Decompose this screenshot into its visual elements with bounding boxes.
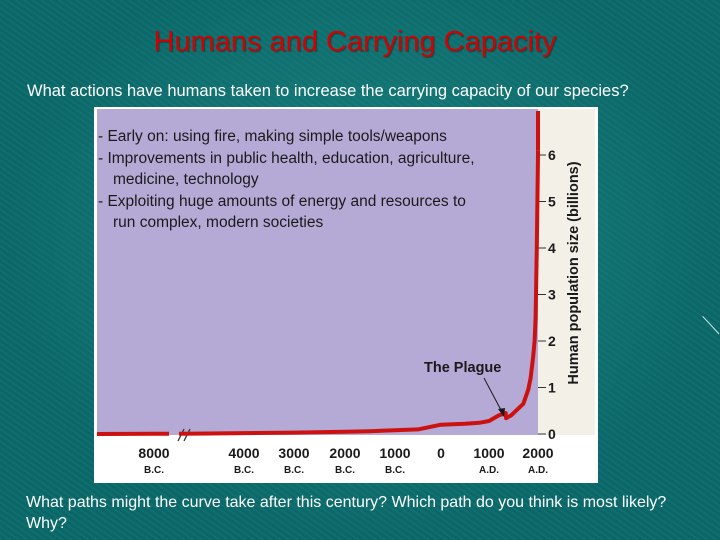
bullet-item-1: - Early on: using fire, making simple to… [98, 126, 538, 148]
x-tick-era: B.C. [335, 465, 355, 476]
bullet-continuation: medicine, technology [113, 171, 259, 188]
chart-svg: 0 1 2 3 4 5 6 8000 B.C. 4000 B.C. 3000 B.C. 2000 B.C.… [94, 107, 598, 483]
slide-title: Humans and Carrying Capacity [153, 26, 557, 58]
x-tick-label: 4000 [228, 445, 259, 461]
y-tick-label: 1 [548, 380, 556, 396]
x-tick-era: B.C. [234, 465, 254, 476]
y-axis-label: Human population size (billions) [566, 161, 582, 384]
y-axis: 0 1 2 3 4 5 6 [538, 147, 556, 442]
question-text: What actions have humans taken to increa… [27, 82, 629, 100]
annotation-label: The Plague [424, 360, 501, 376]
y-tick-label: 4 [548, 240, 556, 256]
population-chart: 0 1 2 3 4 5 6 8000 B.C. 4000 B.C. 3000 B.C. 2000 B.C.… [94, 107, 598, 483]
y-tick-label: 3 [548, 287, 556, 303]
annotation-arrowhead [498, 408, 505, 417]
series-line [178, 150, 540, 436]
decorative-line [702, 316, 720, 335]
x-tick-era: B.C. [144, 465, 164, 476]
x-tick-era: A.D. [528, 465, 548, 476]
y-tick-label: 0 [548, 426, 556, 442]
annotation-arrow [483, 377, 503, 413]
bullet-continuation: run complex, modern societies [113, 214, 324, 231]
x-tick-era: B.C. [385, 465, 405, 476]
x-axis: 8000 B.C. 4000 B.C. 3000 B.C. 2000 B.C. 1000 B.C.… [138, 428, 554, 476]
y-tick-label: 5 [548, 194, 556, 210]
x-tick-label: 1000 [473, 445, 504, 461]
bullet-line: - Early on: using fire, making simple to… [98, 128, 447, 145]
population-series [96, 111, 540, 436]
x-tick-era: A.D. [479, 465, 499, 476]
plague-annotation: The Plague [424, 360, 505, 417]
x-tick-label: 0 [437, 445, 445, 461]
x-tick-label: 2000 [522, 445, 553, 461]
axis-panel [538, 109, 595, 435]
bottom-question-text: What paths might the curve take after th… [26, 494, 667, 532]
bullet-line: - Improvements in public health, educati… [98, 149, 475, 167]
bullet-item-3: - Exploiting huge amounts of energy and … [98, 191, 538, 234]
x-tick-era: B.C. [284, 465, 304, 476]
bullet-list: - Early on: using fire, making simple to… [98, 126, 538, 234]
x-tick-label: 2000 [329, 445, 360, 461]
bullet-item-2: - Improvements in public health, educati… [98, 148, 538, 191]
x-tick-label: 3000 [278, 445, 309, 461]
plot-area [97, 109, 538, 435]
y-tick-label: 6 [548, 147, 556, 163]
x-tick-label: 8000 [138, 445, 169, 461]
y-tick-label: 2 [548, 333, 556, 349]
x-tick-label: 1000 [379, 445, 410, 461]
bullet-line: - Exploiting huge amounts of energy and … [98, 192, 466, 210]
